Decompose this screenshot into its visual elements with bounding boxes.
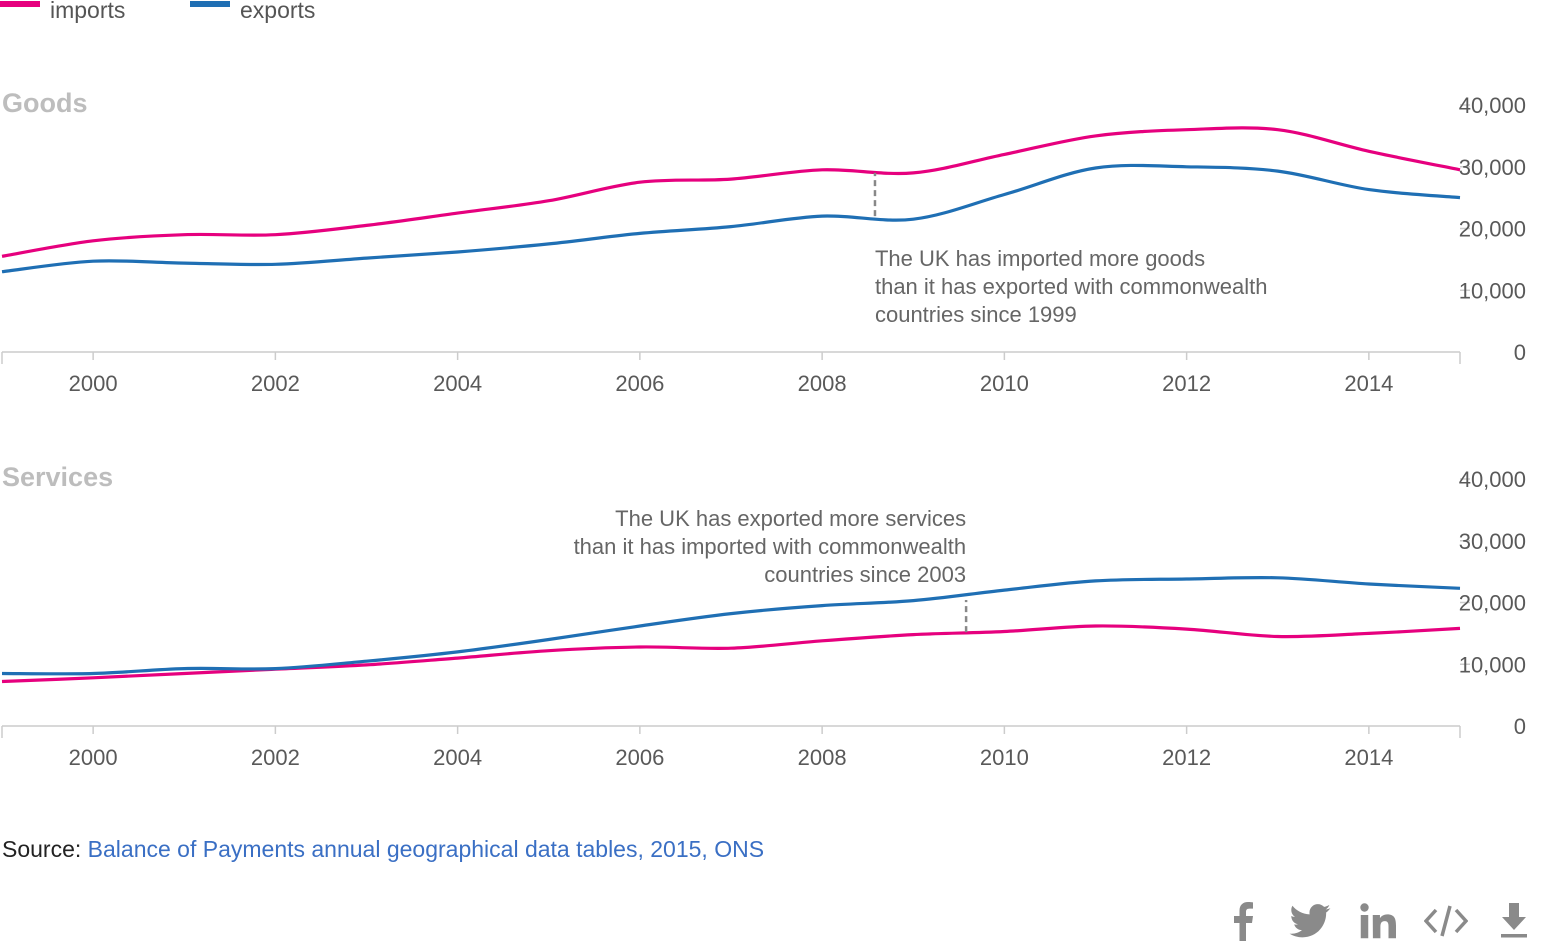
x-tick-label: 2004: [433, 371, 482, 396]
series-line-exports: [1, 163, 1461, 274]
x-tick-label: 2014: [1344, 745, 1393, 770]
x-tick-label: 2002: [251, 371, 300, 396]
facebook-icon[interactable]: [1219, 898, 1265, 944]
annotation-text: countries since 1999: [875, 302, 1077, 327]
x-tick-label: 2006: [615, 745, 664, 770]
y-tick-label: 30,000: [1459, 529, 1526, 554]
x-tick-label: 2004: [433, 745, 482, 770]
y-tick-label: 20,000: [1459, 217, 1526, 242]
embed-code-icon[interactable]: [1423, 898, 1469, 944]
y-tick-label: 20,000: [1459, 591, 1526, 616]
annotation-text: countries since 2003: [764, 562, 966, 587]
y-tick-label: 10,000: [1459, 652, 1526, 677]
linkedin-icon[interactable]: [1355, 898, 1401, 944]
y-tick-label: 40,000: [1459, 93, 1526, 118]
series-line-imports: [1, 624, 1461, 684]
x-tick-label: 2010: [980, 371, 1029, 396]
legend-label-imports: imports: [50, 0, 125, 23]
x-tick-label: 2006: [615, 371, 664, 396]
x-tick-label: 2000: [69, 745, 118, 770]
annotation-text: The UK has exported more services: [615, 506, 966, 531]
legend-label-exports: exports: [240, 0, 315, 23]
x-tick-label: 2014: [1344, 371, 1393, 396]
source-prefix: Source:: [2, 836, 88, 862]
y-tick-label: 0: [1514, 340, 1526, 365]
twitter-icon[interactable]: [1287, 898, 1333, 944]
series-line-exports: [1, 575, 1461, 676]
legend: imports exports: [0, 0, 315, 23]
goods-panel: Goods 2000 2002 2004 2006 2008 2010 2012 2014 0 10…: [1, 88, 1526, 396]
x-tick-label: 2008: [798, 371, 847, 396]
y-tick-label: 10,000: [1459, 278, 1526, 303]
source-line: Source: Balance of Payments annual geogr…: [2, 836, 764, 863]
legend-swatch-exports: [190, 1, 230, 7]
download-icon[interactable]: [1491, 898, 1537, 944]
y-tick-label: 40,000: [1459, 467, 1526, 492]
panel-title: Goods: [2, 88, 88, 118]
chart-svg: imports exports Goods 2000 2002 2004 2006 2008…: [0, 0, 1526, 770]
x-tick-label: 2012: [1162, 371, 1211, 396]
services-panel: Services 2000 2002 2004 2006 2008 2010 2012 2014…: [1, 462, 1526, 770]
panel-title: Services: [2, 462, 113, 492]
x-tick-label: 2008: [798, 745, 847, 770]
x-tick-label: 2012: [1162, 745, 1211, 770]
source-link[interactable]: Balance of Payments annual geographical …: [87, 836, 765, 862]
x-tick-label: 2010: [980, 745, 1029, 770]
x-tick-label: 2000: [69, 371, 118, 396]
x-tick-label: 2002: [251, 745, 300, 770]
annotation-text: than it has imported with commonwealth: [574, 534, 967, 559]
annotation-text: than it has exported with commonwealth: [875, 274, 1268, 299]
y-tick-label: 30,000: [1459, 155, 1526, 180]
annotation-text: The UK has imported more goods: [875, 246, 1205, 271]
legend-swatch-imports: [0, 1, 40, 7]
y-tick-label: 0: [1514, 714, 1526, 739]
series-line-imports: [1, 126, 1461, 258]
share-bar: [1219, 898, 1537, 944]
